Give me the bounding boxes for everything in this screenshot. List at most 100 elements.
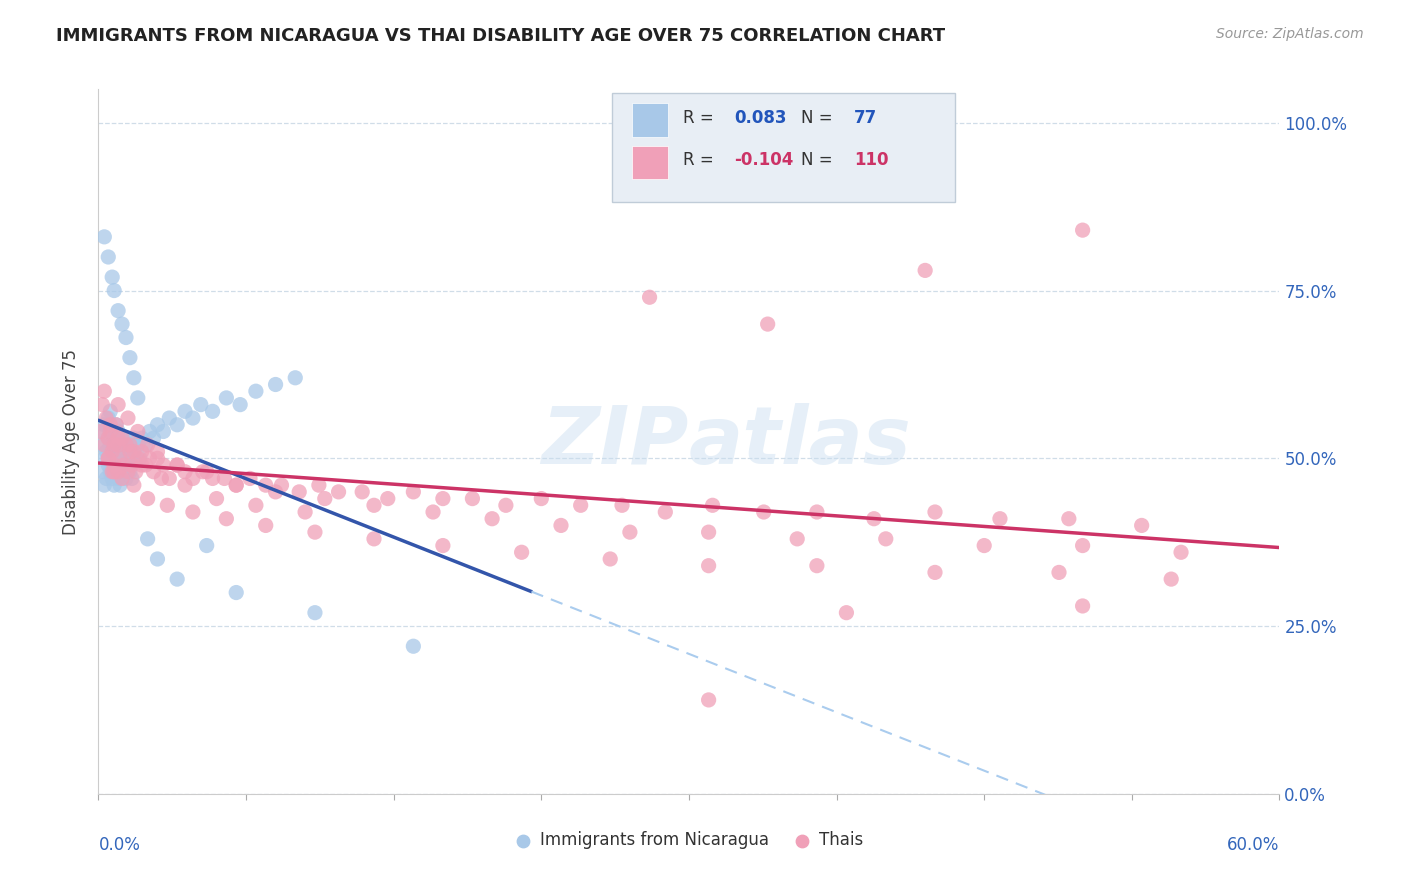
Point (111, 458, 134, 472)
Point (101, 444, 124, 458)
Point (121, 471, 143, 485)
Point (363, 498, 385, 512)
Point (191, 465, 214, 479)
Point (118, 351, 141, 365)
Point (115, 330, 138, 344)
Point (174, 465, 197, 479)
Point (461, 491, 484, 506)
Point (363, 532, 385, 546)
Point (108, 478, 131, 492)
Point (195, 465, 218, 479)
Point (806, 558, 828, 573)
Point (422, 505, 444, 519)
Point (107, 431, 129, 445)
Point (97, 431, 120, 445)
Point (697, 558, 720, 573)
Point (146, 451, 169, 466)
Text: 0.083: 0.083 (734, 109, 786, 127)
Point (569, 498, 592, 512)
Point (125, 451, 148, 466)
Point (121, 458, 143, 472)
Point (619, 525, 641, 540)
Point (352, 484, 374, 499)
Point (101, 471, 124, 485)
Point (127, 391, 149, 405)
FancyBboxPatch shape (633, 145, 668, 179)
Point (105, 458, 128, 472)
Point (98, 438, 121, 452)
Text: 77: 77 (855, 109, 877, 127)
Point (112, 458, 135, 472)
Point (103, 284, 125, 298)
Point (304, 525, 326, 540)
Point (702, 498, 724, 512)
Point (108, 451, 131, 466)
Point (1071, 539, 1094, 553)
Point (195, 539, 218, 553)
Point (402, 639, 425, 653)
Point (1047, 566, 1070, 580)
Point (101, 444, 124, 458)
Point (481, 512, 503, 526)
Point (122, 444, 145, 458)
Point (127, 451, 149, 466)
Point (107, 444, 129, 458)
Point (215, 512, 238, 526)
Point (131, 458, 153, 472)
Point (117, 465, 139, 479)
Point (146, 417, 169, 432)
Point (107, 425, 129, 439)
Point (103, 431, 125, 445)
Point (135, 438, 157, 452)
Point (215, 391, 238, 405)
Point (117, 431, 139, 445)
Point (245, 384, 267, 399)
Point (863, 512, 886, 526)
Point (97, 458, 120, 472)
Point (118, 444, 141, 458)
Point (254, 518, 277, 533)
Point (93, 438, 115, 452)
Text: ZIP: ZIP (541, 402, 689, 481)
Point (97, 411, 120, 425)
Point (245, 498, 267, 512)
Point (112, 438, 135, 452)
Point (136, 532, 159, 546)
Point (1160, 572, 1182, 586)
Point (118, 465, 141, 479)
Point (225, 478, 247, 492)
Point (93, 451, 115, 466)
Y-axis label: Disability Age Over 75: Disability Age Over 75 (62, 349, 80, 534)
Point (98, 404, 121, 418)
Point (875, 532, 897, 546)
Point (201, 404, 224, 418)
Point (288, 484, 311, 499)
Point (1130, 518, 1153, 533)
Point (495, 498, 517, 512)
Point (697, 693, 720, 707)
Point (294, 505, 316, 519)
Point (111, 317, 134, 331)
Point (1170, 545, 1192, 559)
Point (924, 505, 946, 519)
Point (752, 505, 775, 519)
Point (284, 371, 307, 385)
Point (103, 465, 125, 479)
Point (181, 411, 204, 425)
Point (314, 491, 336, 506)
Point (166, 458, 188, 472)
Point (103, 438, 125, 452)
Point (105, 417, 128, 432)
Point (121, 444, 143, 458)
Point (402, 484, 425, 499)
Point (117, 451, 139, 466)
Point (146, 444, 169, 458)
Text: 60.0%: 60.0% (1227, 836, 1279, 855)
Point (181, 471, 204, 485)
Point (125, 465, 148, 479)
Point (156, 498, 179, 512)
Point (166, 417, 188, 432)
Point (225, 478, 247, 492)
Point (93, 230, 115, 244)
Point (254, 478, 277, 492)
